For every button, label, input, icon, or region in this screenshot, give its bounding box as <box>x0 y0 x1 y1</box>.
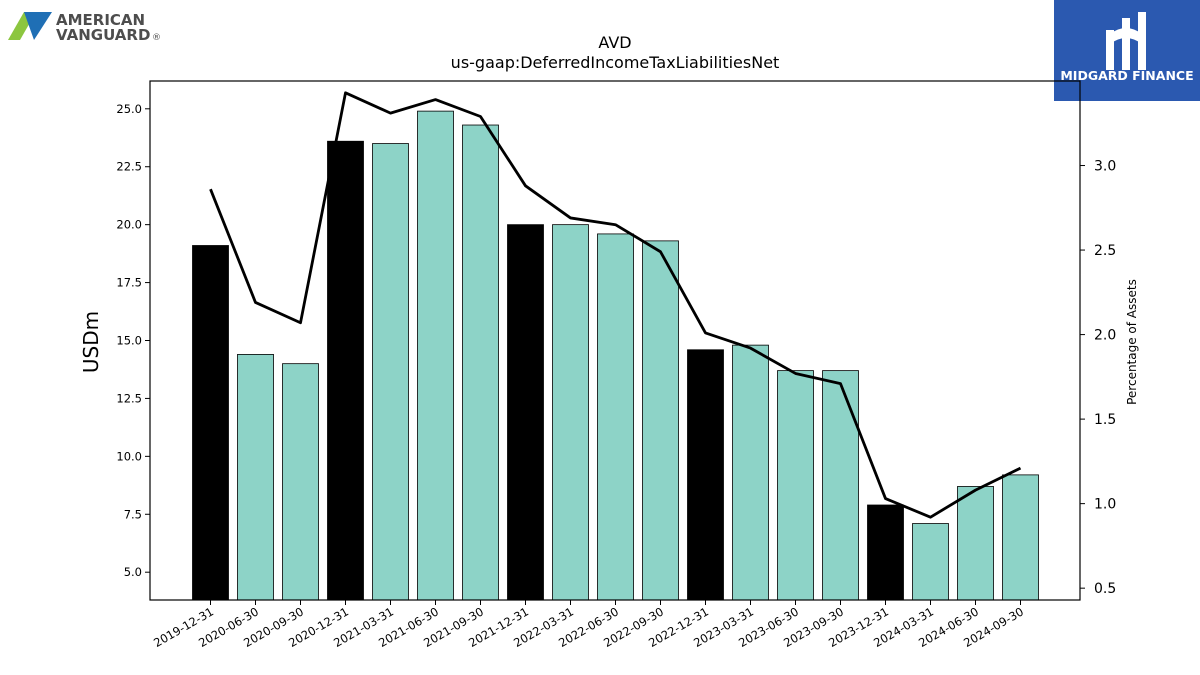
y-axis-label: USDm <box>79 311 103 373</box>
y2-tick-label: 2.5 <box>1094 243 1116 259</box>
bar-2023-03-31 <box>732 344 769 601</box>
bar-2021-09-30 <box>462 124 499 601</box>
y-tick-label: 17.5 <box>116 276 142 290</box>
bar-2023-09-30 <box>822 370 859 601</box>
logo-blue-wing <box>24 12 52 40</box>
y-tick-label: 12.5 <box>116 391 142 405</box>
midgard-emblem-icon: MIDGARD FINANCE <box>1060 12 1194 83</box>
logo-line1: AMERICAN <box>56 11 145 29</box>
bar-2024-06-30 <box>957 486 994 601</box>
bar-2022-09-30 <box>642 240 679 601</box>
bar-2019-12-31 <box>192 245 229 601</box>
bar-2021-06-30 <box>417 110 454 601</box>
bar-2020-09-30 <box>282 363 319 601</box>
bar-2020-12-31 <box>327 140 364 601</box>
y-tick-label: 25.0 <box>116 102 142 116</box>
y-tick-label: 20.0 <box>116 218 142 232</box>
bar-2021-03-31 <box>372 143 409 601</box>
bar-2022-03-31 <box>552 224 589 601</box>
logo-line2: VANGUARD <box>56 26 150 44</box>
y2-tick-label: 1.0 <box>1094 497 1116 513</box>
y-tick-label: 7.5 <box>124 507 142 521</box>
bar-2023-06-30 <box>777 370 814 601</box>
midgard-finance-logo: MIDGARD FINANCE <box>1054 0 1200 101</box>
bar-2022-06-30 <box>597 233 634 601</box>
y-tick-label: 15.0 <box>116 334 142 348</box>
logo-registered-mark: ® <box>152 33 161 43</box>
y-tick-label: 10.0 <box>116 449 142 463</box>
bar-2023-12-31 <box>867 504 904 601</box>
bar-2022-12-31 <box>687 349 724 601</box>
y2-axis-label: Percentage of Assets <box>1125 279 1139 405</box>
y2-tick-label: 3.0 <box>1094 159 1116 175</box>
bar-2021-12-31 <box>507 224 544 601</box>
chart-title: AVD <box>598 33 631 52</box>
y2-tick-label: 0.5 <box>1094 581 1116 597</box>
american-vanguard-logo: AMERICAN VANGUARD ® <box>8 11 161 44</box>
y2-tick-label: 1.5 <box>1094 412 1116 428</box>
line-series <box>209 91 1022 519</box>
bar-series <box>192 110 1039 601</box>
bar-2020-06-30 <box>237 354 274 601</box>
chart-subtitle: us-gaap:DeferredIncomeTaxLiabilitiesNet <box>451 53 780 72</box>
bar-2024-09-30 <box>1002 474 1039 601</box>
y-tick-label: 5.0 <box>124 565 142 579</box>
y-tick-label: 22.5 <box>116 160 142 174</box>
bar-2024-03-31 <box>912 523 949 601</box>
midgard-finance-name: MIDGARD FINANCE <box>1060 68 1193 83</box>
y2-tick-label: 2.0 <box>1094 328 1116 344</box>
